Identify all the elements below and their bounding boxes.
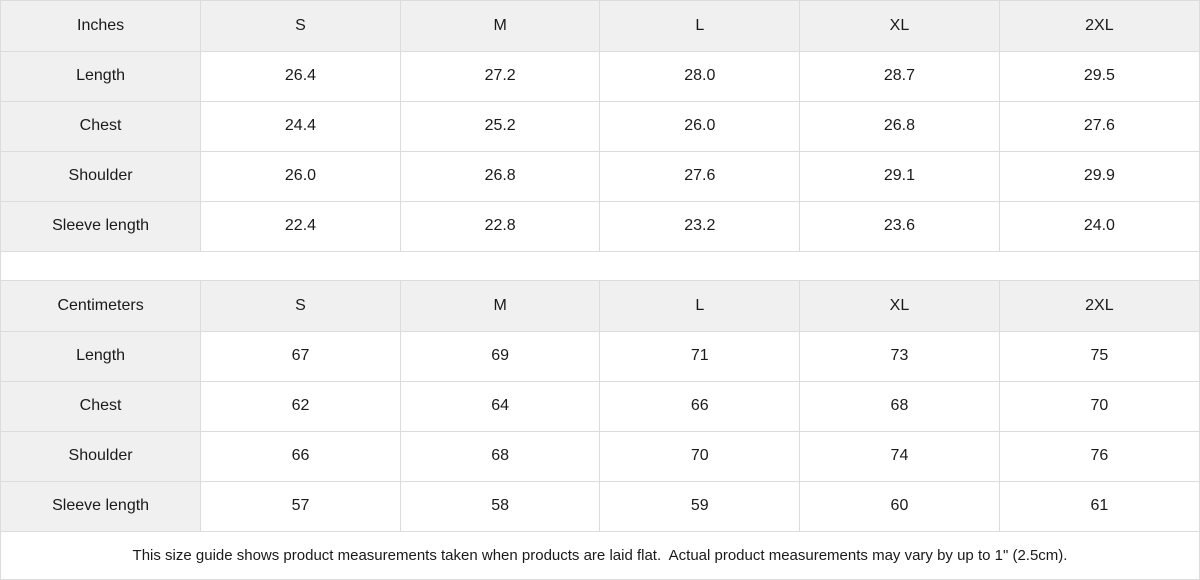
measurement-value: 26.0 bbox=[200, 150, 401, 202]
measurement-value: 73 bbox=[799, 330, 1000, 382]
size-column-header: M bbox=[399, 1, 601, 52]
size-column-header: S bbox=[200, 280, 401, 332]
measurement-value: 64 bbox=[399, 380, 601, 432]
measurement-value: 27.6 bbox=[998, 100, 1199, 152]
measurement-value: 29.9 bbox=[998, 150, 1199, 202]
measurement-value: 23.2 bbox=[599, 200, 801, 252]
size-column-header: L bbox=[599, 1, 801, 52]
measurement-value: 22.8 bbox=[399, 200, 601, 252]
inches-table: Inches S M L XL 2XL Length 26.4 27.2 28.0 28.7 29.5… bbox=[1, 1, 1199, 252]
measurement-label: Chest bbox=[1, 380, 202, 432]
measurement-label: Chest bbox=[1, 100, 202, 152]
measurement-row: Chest 62 64 66 68 70 bbox=[1, 380, 1199, 432]
measurement-value: 70 bbox=[599, 430, 801, 482]
unit-label: Inches bbox=[1, 1, 202, 52]
measurement-value: 57 bbox=[200, 480, 401, 532]
measurement-row: Sleeve length 22.4 22.8 23.2 23.6 24.0 bbox=[1, 200, 1199, 252]
table-gap bbox=[1, 251, 1199, 281]
size-column-header: S bbox=[200, 1, 401, 52]
size-column-header: 2XL bbox=[998, 1, 1199, 52]
measurement-value: 66 bbox=[200, 430, 401, 482]
measurement-row: Sleeve length 57 58 59 60 61 bbox=[1, 480, 1199, 532]
measurement-value: 28.0 bbox=[599, 50, 801, 102]
measurement-row: Length 67 69 71 73 75 bbox=[1, 330, 1199, 382]
measurement-value: 68 bbox=[799, 380, 1000, 432]
measurement-value: 62 bbox=[200, 380, 401, 432]
measurement-row: Length 26.4 27.2 28.0 28.7 29.5 bbox=[1, 50, 1199, 102]
measurement-label: Length bbox=[1, 50, 202, 102]
measurement-value: 29.1 bbox=[799, 150, 1000, 202]
measurement-label: Sleeve length bbox=[1, 480, 202, 532]
measurement-value: 60 bbox=[799, 480, 1000, 532]
measurement-value: 23.6 bbox=[799, 200, 1000, 252]
measurement-value: 68 bbox=[399, 430, 601, 482]
measurement-value: 24.0 bbox=[998, 200, 1199, 252]
size-column-header: XL bbox=[799, 280, 1000, 332]
measurement-value: 26.0 bbox=[599, 100, 801, 152]
measurement-label: Length bbox=[1, 330, 202, 382]
measurement-value: 29.5 bbox=[998, 50, 1199, 102]
measurement-value: 69 bbox=[399, 330, 601, 382]
measurement-value: 27.2 bbox=[399, 50, 601, 102]
centimeters-table: Centimeters S M L XL 2XL Length 67 69 71 73 75 Chest… bbox=[1, 280, 1199, 532]
size-column-header: 2XL bbox=[998, 280, 1199, 332]
measurement-row: Shoulder 66 68 70 74 76 bbox=[1, 430, 1199, 482]
measurement-value: 59 bbox=[599, 480, 801, 532]
size-guide-footnote: This size guide shows product measuremen… bbox=[1, 531, 1199, 579]
measurement-row: Chest 24.4 25.2 26.0 26.8 27.6 bbox=[1, 100, 1199, 152]
size-column-header: XL bbox=[799, 1, 1000, 52]
measurement-value: 76 bbox=[998, 430, 1199, 482]
measurement-value: 58 bbox=[399, 480, 601, 532]
measurement-value: 25.2 bbox=[399, 100, 601, 152]
measurement-value: 22.4 bbox=[200, 200, 401, 252]
measurement-value: 71 bbox=[599, 330, 801, 382]
measurement-value: 26.8 bbox=[799, 100, 1000, 152]
size-column-header: M bbox=[399, 280, 601, 332]
measurement-value: 27.6 bbox=[599, 150, 801, 202]
measurement-value: 70 bbox=[998, 380, 1199, 432]
measurement-label: Shoulder bbox=[1, 430, 202, 482]
measurement-value: 26.4 bbox=[200, 50, 401, 102]
measurement-value: 28.7 bbox=[799, 50, 1000, 102]
measurement-label: Sleeve length bbox=[1, 200, 202, 252]
measurement-value: 24.4 bbox=[200, 100, 401, 152]
measurement-value: 67 bbox=[200, 330, 401, 382]
size-column-header: L bbox=[599, 280, 801, 332]
measurement-value: 66 bbox=[599, 380, 801, 432]
measurement-value: 61 bbox=[998, 480, 1199, 532]
measurement-value: 75 bbox=[998, 330, 1199, 382]
size-header-row: Inches S M L XL 2XL bbox=[1, 1, 1199, 52]
measurement-value: 74 bbox=[799, 430, 1000, 482]
size-header-row: Centimeters S M L XL 2XL bbox=[1, 280, 1199, 332]
measurement-row: Shoulder 26.0 26.8 27.6 29.1 29.9 bbox=[1, 150, 1199, 202]
measurement-value: 26.8 bbox=[399, 150, 601, 202]
measurement-label: Shoulder bbox=[1, 150, 202, 202]
unit-label: Centimeters bbox=[1, 280, 202, 332]
